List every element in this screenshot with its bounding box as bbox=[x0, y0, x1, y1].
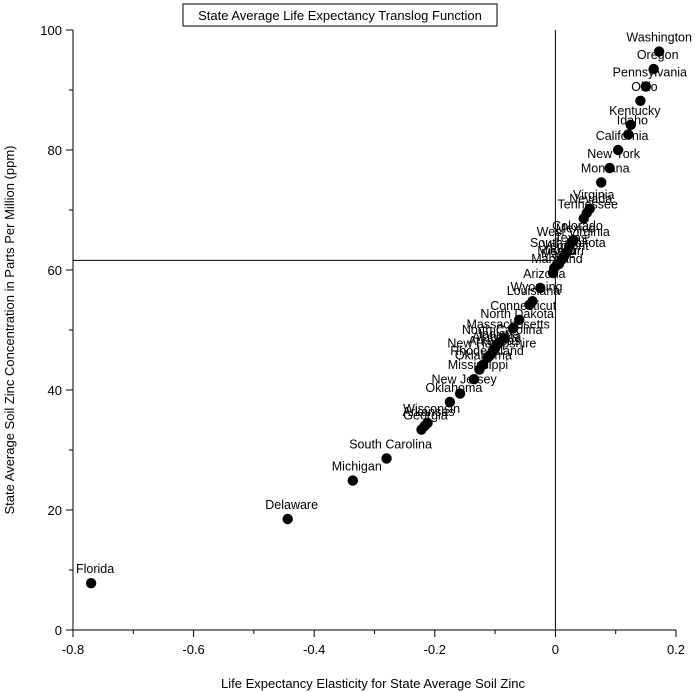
x-tick-label: -0.2 bbox=[424, 642, 446, 657]
data-point bbox=[640, 81, 652, 92]
data-point bbox=[623, 129, 634, 140]
data-point bbox=[347, 475, 358, 486]
point-label: Oklahoma bbox=[455, 349, 512, 363]
data-point bbox=[282, 513, 293, 525]
chart-title-box: State Average Life Expectancy Translog F… bbox=[182, 3, 498, 27]
data-points bbox=[85, 46, 665, 589]
point-label: Wyoming bbox=[510, 280, 562, 294]
point-label: Pennsylvania bbox=[613, 65, 687, 79]
data-point bbox=[468, 374, 480, 385]
point-label: Alabama bbox=[472, 330, 521, 344]
y-tick-label: 0 bbox=[55, 623, 62, 638]
y-tick-label: 40 bbox=[48, 383, 62, 398]
point-label: Indiana bbox=[479, 327, 520, 341]
point-label: Massachusetts bbox=[466, 317, 549, 331]
data-point bbox=[524, 299, 535, 310]
point-label: Idaho bbox=[617, 113, 648, 127]
data-point bbox=[416, 424, 427, 435]
x-tick-label: 0.2 bbox=[667, 642, 685, 657]
point-label: Florida bbox=[76, 562, 114, 576]
point-label: Arkansas bbox=[402, 405, 454, 419]
data-point bbox=[381, 453, 392, 464]
data-point bbox=[454, 388, 466, 399]
point-label: Maryland bbox=[531, 252, 582, 266]
point-label: Iowa bbox=[550, 243, 576, 257]
reference-lines bbox=[73, 30, 556, 630]
point-label: Oklahoma bbox=[425, 381, 482, 395]
point-label: Connecticut bbox=[490, 299, 557, 313]
point-label: Texas bbox=[555, 231, 588, 245]
point-label: California bbox=[596, 129, 649, 143]
point-label: Mexico bbox=[556, 221, 596, 235]
point-label: New Jersey bbox=[431, 373, 497, 387]
data-point bbox=[535, 282, 546, 294]
point-label: Georgia bbox=[403, 409, 448, 423]
data-point bbox=[625, 119, 636, 130]
y-tick-label: 20 bbox=[48, 503, 62, 518]
point-label: Virginia bbox=[573, 188, 615, 202]
point-label: Maine bbox=[541, 247, 575, 261]
point-label: North Dakota bbox=[480, 307, 554, 321]
point-label: Michigan bbox=[332, 460, 382, 474]
point-label: Delaware bbox=[265, 498, 318, 512]
data-point bbox=[596, 177, 607, 188]
chart-title: State Average Life Expectancy Translog F… bbox=[198, 8, 482, 23]
axes: 0 20 40 60 80 100 -0.8 -0.6 -0.4 -0.2 0 0.2 bbox=[40, 23, 685, 657]
x-tick-label: -0.6 bbox=[182, 642, 204, 657]
y-tick-label: 100 bbox=[40, 23, 62, 38]
data-point bbox=[653, 46, 665, 57]
x-axis-title: Life Expectancy Elasticity for State Ave… bbox=[221, 676, 525, 691]
point-label: Arkansas bbox=[468, 334, 520, 348]
point-label: Wisconsin bbox=[403, 402, 460, 416]
point-label: Colorado bbox=[552, 219, 603, 233]
point-label: Montana bbox=[581, 161, 630, 175]
point-label: South Dakota bbox=[530, 236, 606, 250]
data-point bbox=[578, 213, 589, 224]
data-point bbox=[507, 323, 519, 334]
point-label: Tennessee bbox=[558, 197, 619, 211]
point-label: New York bbox=[587, 147, 641, 161]
point-label: Missouri bbox=[537, 244, 584, 258]
data-point bbox=[547, 267, 559, 279]
point-label: North Carolina bbox=[462, 323, 543, 337]
data-point bbox=[604, 162, 615, 174]
point-label: New Hampshire bbox=[447, 337, 536, 351]
point-label: Oregon bbox=[637, 48, 679, 62]
point-label: Rhode Island bbox=[450, 344, 524, 358]
x-tick-label: -0.4 bbox=[303, 642, 325, 657]
data-point bbox=[635, 95, 646, 107]
point-label: Nevada bbox=[569, 192, 612, 206]
y-tick-label: 80 bbox=[48, 143, 62, 158]
y-tick-label: 60 bbox=[48, 263, 62, 278]
data-point bbox=[474, 364, 485, 375]
x-tick-label: 0 bbox=[552, 642, 559, 657]
data-point bbox=[514, 314, 525, 325]
y-axis-title: State Average Soil Zinc Concentration in… bbox=[2, 146, 17, 515]
data-point bbox=[612, 144, 624, 156]
point-label: Louisiana bbox=[507, 284, 561, 298]
data-point bbox=[444, 396, 456, 408]
x-tick-label: -0.8 bbox=[62, 642, 84, 657]
point-label: Vermont bbox=[542, 239, 589, 253]
data-point bbox=[85, 578, 97, 589]
point-label: West Virginia bbox=[537, 225, 610, 239]
point-label: Arizona bbox=[523, 267, 565, 281]
point-label: South Carolina bbox=[349, 437, 432, 451]
point-label: Kentucky bbox=[609, 104, 661, 118]
point-label: Mississippi bbox=[448, 358, 508, 372]
point-label: Ohio bbox=[631, 80, 657, 94]
data-point bbox=[648, 63, 659, 75]
point-label: Washington bbox=[626, 31, 692, 45]
